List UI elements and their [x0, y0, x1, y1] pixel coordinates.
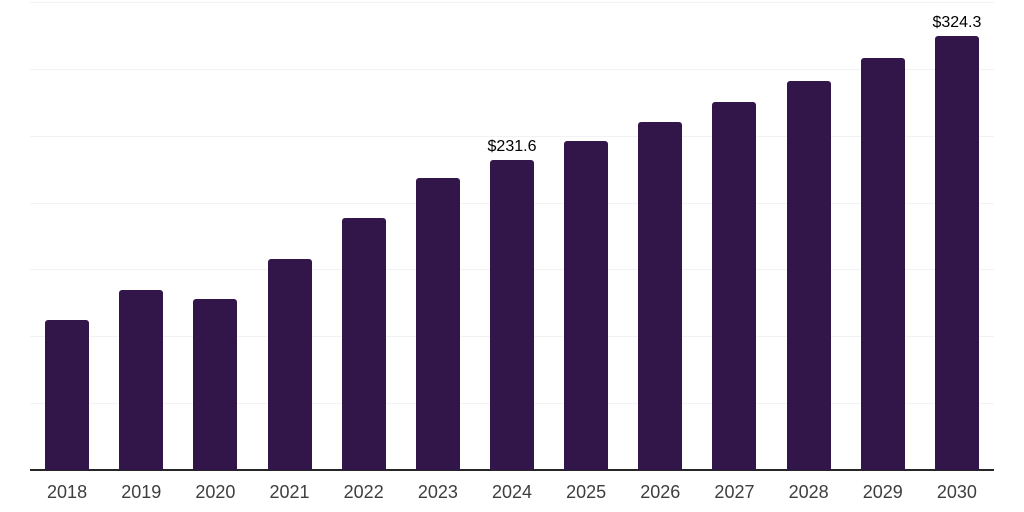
x-tick-2022: 2022 [343, 482, 384, 502]
gridline-300 [30, 68, 994, 70]
x-tick-2026: 2026 [640, 482, 681, 502]
value-label-2030: $324.3 [932, 14, 982, 32]
x-tick-2018: 2018 [47, 482, 88, 502]
x-tick-2027: 2027 [714, 482, 755, 502]
x-tick-2024: 2024 [491, 482, 533, 502]
x-tick-2025: 2025 [566, 482, 607, 502]
bar-2030[interactable] [934, 36, 979, 470]
bar-2023[interactable] [415, 177, 460, 470]
bar-2026[interactable] [638, 122, 683, 470]
x-tick-2030: 2030 [936, 482, 977, 502]
x-tick-2023: 2023 [417, 482, 458, 502]
bar-2025[interactable] [564, 141, 609, 470]
bar-2019[interactable] [119, 290, 164, 470]
x-tick-2019: 2019 [121, 482, 162, 502]
bar-2022[interactable] [341, 217, 386, 470]
bar-2024[interactable] [490, 160, 534, 470]
value-label-2024: $231.6 [487, 138, 537, 156]
plot-area: $231.6 $324.3 [30, 2, 994, 471]
bar-2021[interactable] [267, 258, 312, 470]
bar-2028[interactable] [786, 80, 831, 470]
x-tick-2020: 2020 [195, 482, 236, 502]
bar-2020[interactable] [193, 299, 238, 470]
bar-2018[interactable] [45, 319, 90, 470]
x-tick-2029: 2029 [862, 482, 903, 502]
gridline-250 [30, 135, 994, 137]
x-axis-line [30, 469, 994, 471]
bar-2027[interactable] [712, 102, 757, 470]
bar-2029[interactable] [860, 58, 905, 470]
gridline-350 [30, 2, 994, 3]
x-tick-2021: 2021 [269, 482, 310, 502]
x-tick-2028: 2028 [788, 482, 829, 502]
